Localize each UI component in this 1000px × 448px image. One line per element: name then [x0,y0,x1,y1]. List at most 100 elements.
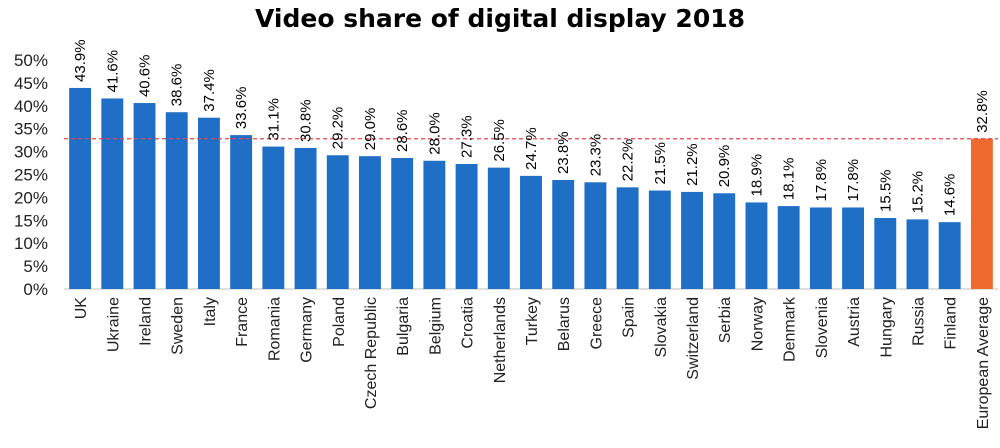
data-label: 22.2% [620,139,637,182]
bar [230,135,253,289]
x-tick-label: Netherlands [492,297,509,383]
x-tick-label: Italy [202,297,219,326]
bar [326,155,349,289]
data-label: 14.6% [942,174,959,217]
data-label: 24.7% [523,127,540,170]
data-label: 29.0% [362,108,379,151]
y-tick-label: 0% [23,280,48,299]
x-tick-label: Turkey [524,297,541,345]
data-label: 27.3% [459,115,476,158]
x-tick-label: France [234,297,251,347]
data-label: 31.1% [265,98,282,141]
x-tick-label: Croatia [460,297,477,349]
bar [520,175,542,289]
bar [165,112,188,289]
bar [69,87,92,289]
bar [294,147,317,289]
x-tick-label: Germany [299,297,316,363]
data-label: 28.6% [394,109,411,152]
y-tick-label: 25% [14,166,48,185]
data-label: 21.5% [652,142,669,185]
y-tick-label: 40% [14,97,48,116]
bar [584,182,607,289]
x-tick-label: Denmark [782,296,799,362]
y-tick-label: 30% [14,143,48,162]
bar [809,207,832,289]
bar [970,138,993,289]
x-tick-label: Switzerland [685,297,702,380]
bar [681,191,703,289]
bar [359,156,381,289]
x-tick-label: Slovakia [653,297,670,358]
data-label: 20.9% [716,145,733,188]
x-tick-label: Finland [943,297,960,349]
chart-title: Video share of digital display 2018 [254,4,745,33]
x-axis: UK Ukraine Ireland Sweden Italy France Romania… [73,296,992,429]
data-labels: 43.9% 41.6% 40.6% 38.6% 37.4% 33.6% 31.1% 30.8%… [72,39,991,216]
bar [648,190,671,289]
y-tick-label: 35% [14,120,48,139]
data-label: 30.8% [298,99,315,142]
bar [552,179,575,289]
data-label: 37.4% [201,69,218,112]
bar [874,218,897,289]
data-label: 23.3% [587,134,604,177]
bar [487,167,510,289]
data-label: 32.8% [974,90,991,133]
data-label: 41.6% [104,50,121,93]
bar [745,202,768,289]
bar [842,207,865,289]
x-tick-label: UK [73,297,90,320]
data-label: 40.6% [137,55,154,98]
data-label: 26.5% [491,119,508,162]
x-tick-label: Norway [749,297,766,351]
x-tick-label: Ireland [138,297,155,346]
x-tick-label: Czech Republic [363,297,380,409]
data-label: 29.2% [330,107,347,150]
data-label: 21.2% [684,143,701,186]
y-tick-label: 5% [23,257,48,276]
x-tick-label: Greece [588,297,605,350]
bar [906,219,929,289]
x-tick-label: Belarus [556,297,573,351]
data-label: 38.6% [169,64,186,107]
x-tick-label: Austria [846,297,863,347]
x-tick-label: Sweden [170,297,187,355]
data-label: 15.2% [909,171,926,214]
data-label: 18.9% [748,154,765,197]
y-tick-label: 15% [14,211,48,230]
bar [197,117,220,289]
data-label: 23.8% [555,131,572,174]
bar [262,146,285,289]
x-tick-label: Russia [910,297,927,346]
data-label: 18.1% [781,158,798,201]
data-label: 15.5% [877,169,894,212]
x-tick-label: Ukraine [105,297,122,352]
bar [777,206,800,289]
data-label: 17.8% [845,159,862,202]
x-tick-label: Slovenia [814,297,831,358]
bar [391,158,414,289]
bar [713,193,736,289]
x-tick-label: Bulgaria [395,297,412,356]
x-tick-label: European Average [975,297,992,429]
y-tick-label: 10% [14,234,48,253]
x-tick-label: Serbia [717,297,734,343]
bar [101,98,124,289]
y-tick-label: 20% [14,188,48,207]
x-tick-label: Belgium [427,297,444,355]
bar [455,163,478,289]
y-tick-label: 50% [14,51,48,70]
x-tick-label: Hungary [878,297,895,357]
bar [616,187,639,289]
x-tick-label: Romania [266,297,283,361]
data-label: 33.6% [233,87,250,130]
data-label: 28.0% [426,112,443,155]
y-tick-label: 45% [14,74,48,93]
x-tick-label: Spain [621,297,638,338]
bar [133,103,156,289]
bar [423,160,446,289]
x-tick-label: Poland [331,297,348,347]
data-label: 43.9% [72,39,89,82]
